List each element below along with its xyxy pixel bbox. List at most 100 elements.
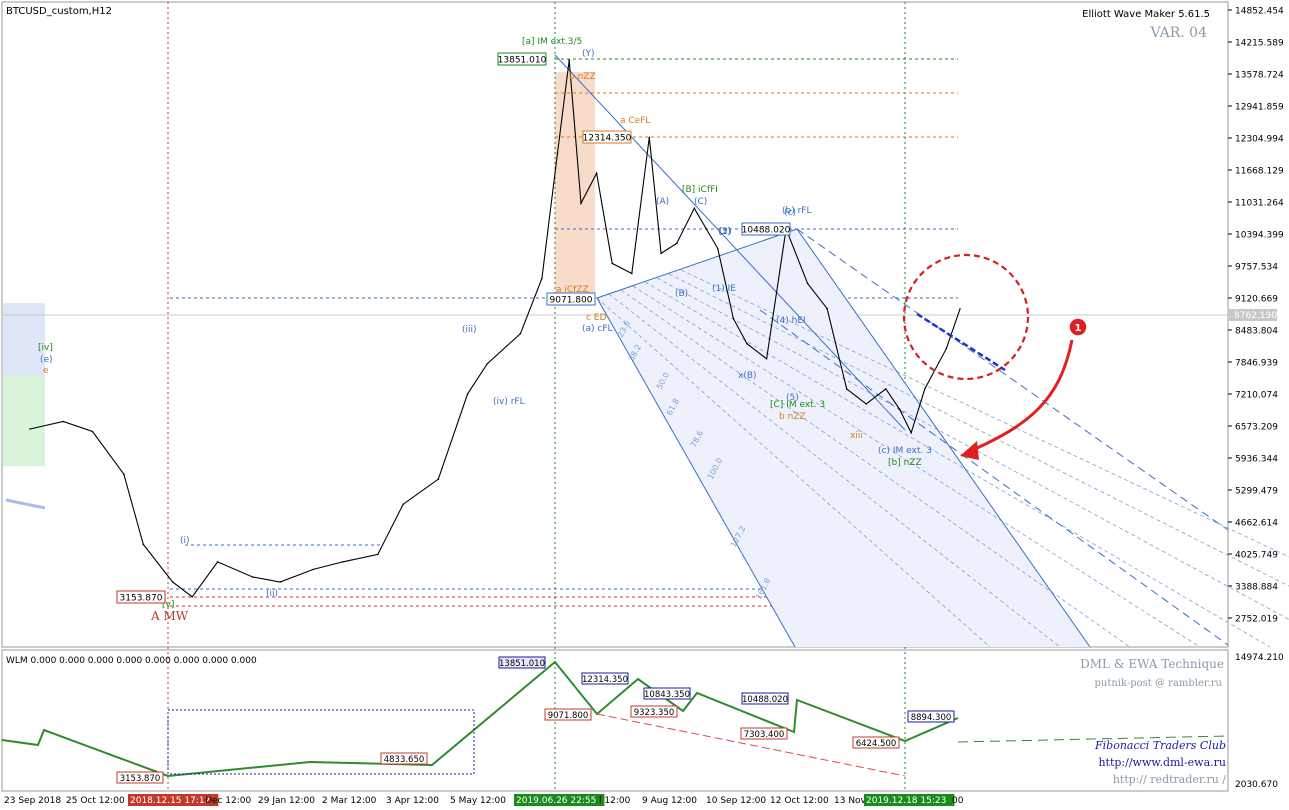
- wave-label: e: [43, 366, 49, 376]
- projection-dashed: [796, 228, 1229, 531]
- wlm-projection: [957, 735, 1229, 743]
- y-tick-label: 4025.749: [1235, 551, 1278, 561]
- wlm-red-trend: [596, 713, 906, 777]
- channel-lower: [596, 297, 796, 648]
- y-tick-label: 6573.209: [1235, 423, 1278, 433]
- price-box: [741, 222, 791, 236]
- price-box-label: 10488.020: [742, 226, 791, 236]
- wave-label: (4) hEI: [776, 316, 806, 326]
- price-box: [546, 292, 596, 306]
- price-box: [497, 52, 547, 66]
- price-point: [556, 152, 559, 154]
- fib-fan-ray: [596, 297, 991, 648]
- blue-stub-line: [5, 498, 46, 510]
- wave-label: (5): [786, 393, 799, 403]
- price-point: [865, 403, 867, 405]
- x-tick-label: Dec 12:00: [205, 796, 251, 806]
- credit-url-1[interactable]: http://www.dml-ewa.ru: [1098, 756, 1226, 769]
- wave-label: [a] IM ext.3/5: [522, 37, 582, 47]
- sub-y-bottom: 2030.670: [1235, 780, 1278, 790]
- price-point: [746, 342, 748, 345]
- price-box-label: 13851.010: [498, 56, 547, 66]
- y-tick-label: 5936.344: [1235, 455, 1278, 465]
- indicator-title: Elliott Wave Maker 5.61.5: [1082, 9, 1210, 20]
- wave-label: (C): [694, 197, 707, 207]
- variant-label: VAR. 04: [1149, 25, 1207, 41]
- price-point: [580, 202, 582, 205]
- current-price-label: 8762.190: [1234, 311, 1277, 321]
- price-point: [541, 277, 543, 280]
- wlm-box: [581, 672, 629, 685]
- y-tick-label: 10394.399: [1235, 231, 1284, 241]
- x-tick-label: 25 Oct 12:00: [66, 796, 125, 806]
- orange-zone: [555, 72, 595, 294]
- price-point: [826, 307, 828, 310]
- price-point: [845, 388, 848, 390]
- price-point: [142, 543, 145, 546]
- wave-label: (ii): [266, 589, 278, 599]
- symbol-title: BTCUSD_custom,H12: [6, 6, 112, 17]
- price-point: [251, 576, 254, 578]
- wave-label: (3): [718, 227, 731, 237]
- wave-label: b nZZ: [569, 72, 596, 82]
- price-point: [466, 393, 469, 395]
- wlm-box-label: 13851.010: [499, 659, 545, 669]
- price-point: [341, 561, 344, 563]
- wave-label: (i): [180, 536, 190, 546]
- wave-label: c ED: [586, 313, 606, 323]
- channel-base: [596, 228, 798, 299]
- price-point: [29, 428, 31, 430]
- price-point: [924, 388, 926, 390]
- red-arrow: [967, 339, 1074, 454]
- wave-label: [B] iCfFI: [682, 185, 718, 195]
- green-zone: [3, 376, 45, 466]
- credit-club: Fibonacci Traders Club: [1094, 739, 1226, 752]
- channel-upper: [796, 228, 1091, 648]
- credit-url-2[interactable]: http:// redtrader.ru /: [1113, 773, 1227, 786]
- y-tick-label: 2752.019: [1235, 615, 1278, 625]
- price-point: [123, 473, 125, 475]
- wave-label: (e): [40, 355, 53, 365]
- sub-chart-frame: [1, 649, 1229, 792]
- price-point: [568, 59, 570, 61]
- y-tick-label: 7210.074: [1235, 391, 1278, 401]
- price-point: [519, 332, 522, 335]
- marker-badge[interactable]: [1068, 317, 1088, 337]
- x-tick-label: 10 Sep 12:00: [706, 796, 766, 806]
- wlm-box: [544, 708, 592, 721]
- price-point: [959, 308, 961, 310]
- wave-label: (B): [675, 289, 688, 299]
- projection-dashed-2: [759, 309, 1229, 646]
- wave-annotations: [a] IM ext.3/5 b nZZ a CeFL [B] iCfFI (b) rF…: [38, 37, 932, 623]
- price-point: [312, 568, 315, 571]
- x-tick-label: 12 Oct 12:00: [770, 796, 829, 806]
- wave-label: (iv) rFL: [493, 397, 525, 407]
- wave-label: (Y): [582, 49, 595, 59]
- price-point: [377, 553, 379, 556]
- price-point: [765, 358, 768, 360]
- x-tick-highlight: [864, 794, 955, 806]
- marker-badge-number: 1: [1075, 323, 1082, 334]
- price-point: [806, 282, 809, 285]
- wave-label: a CeFL: [620, 116, 650, 126]
- y-tick-label: 3388.884: [1235, 583, 1278, 593]
- price-point: [62, 420, 64, 423]
- wlm-box: [380, 752, 428, 765]
- sub-y-top: 14974.210: [1235, 653, 1284, 663]
- y-tick-label: 8483.804: [1235, 327, 1278, 337]
- wave-label: (A): [656, 197, 669, 207]
- y-tick-label: 11668.129: [1235, 167, 1284, 177]
- y-tick-label: 13578.724: [1235, 71, 1284, 81]
- price-point: [191, 596, 193, 598]
- price-point: [945, 347, 948, 350]
- wlm-box: [741, 692, 789, 705]
- x-tick-label: 9 Aug 12:00: [642, 796, 697, 806]
- wave-label: (b) rFL: [782, 206, 812, 216]
- price-axis: 14852.454 14215.589 13578.724 12941.859 1230…: [1228, 7, 1284, 790]
- wlm-box-label: 8894.300: [911, 713, 952, 723]
- fib-fan-ray: [632, 285, 1201, 648]
- projection-line: [916, 312, 1006, 372]
- fib-fan-ray: [608, 293, 1061, 648]
- price-point: [716, 247, 719, 250]
- wave-label: [v]: [162, 600, 174, 610]
